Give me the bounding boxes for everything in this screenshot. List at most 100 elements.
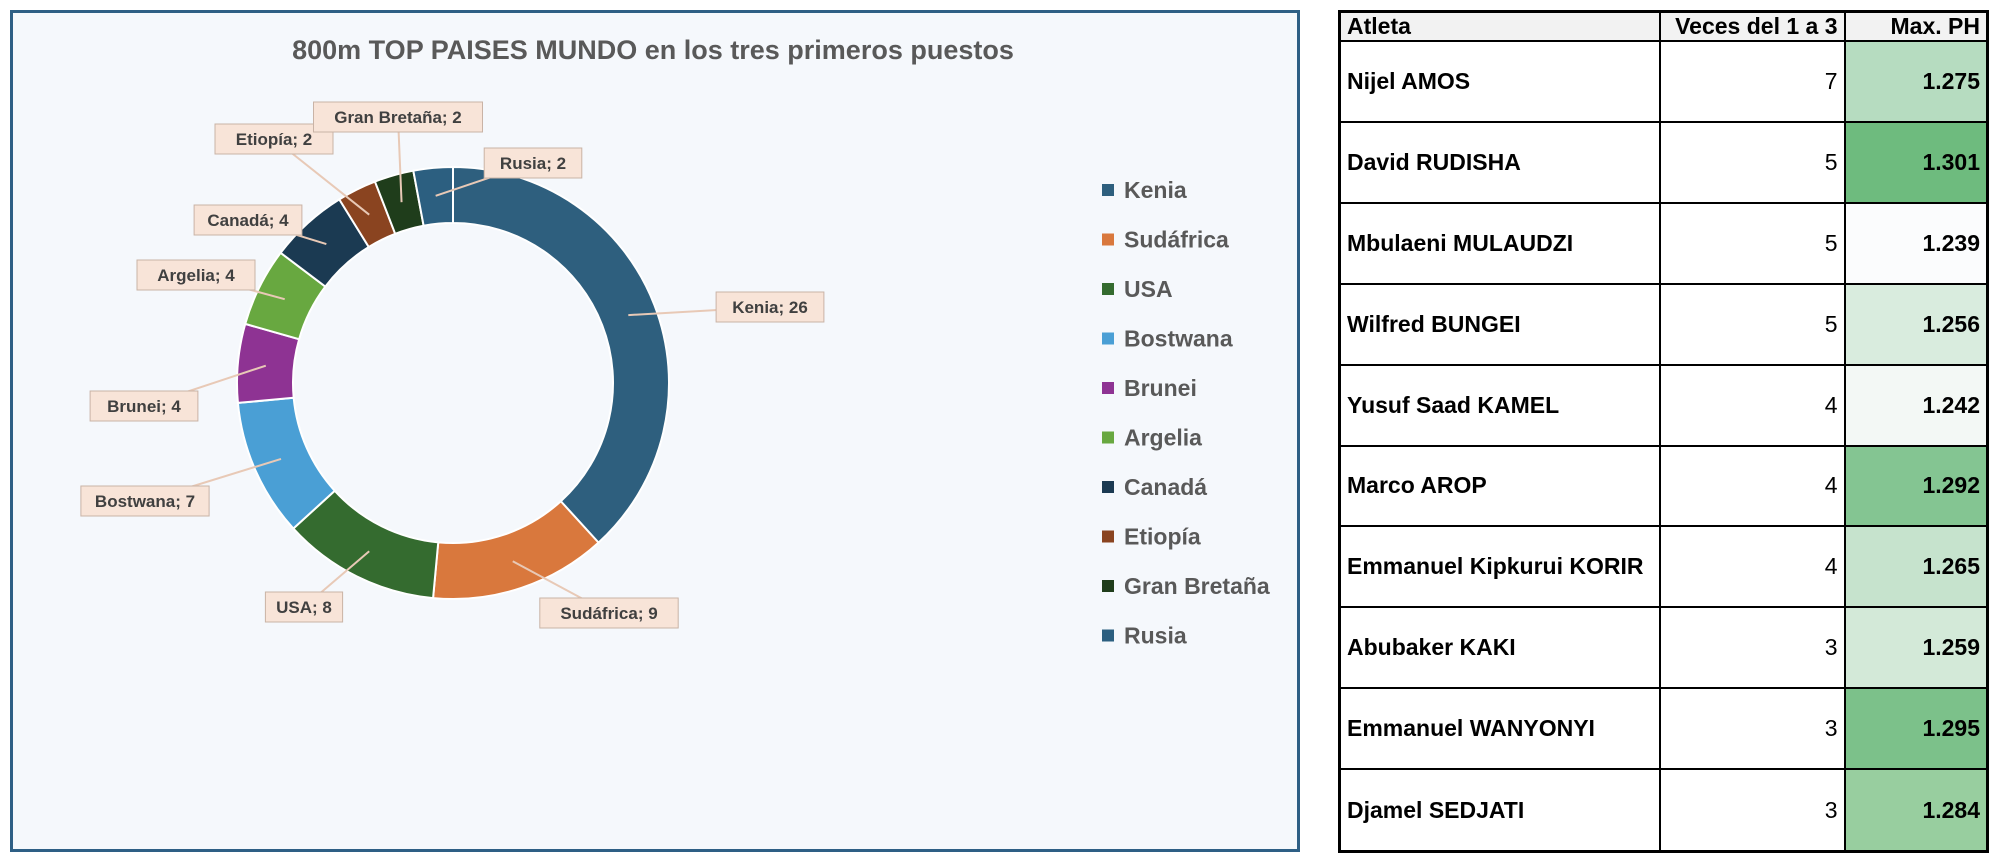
legend-swatch [1102, 332, 1114, 345]
header-max-ph: Max. PH [1843, 10, 1989, 42]
data-label-text: Brunei; 4 [107, 397, 181, 416]
legend-item: Sudáfrica [1124, 227, 1229, 253]
data-label-text: Argelia; 4 [157, 266, 235, 285]
legend-swatch [1102, 580, 1114, 592]
athlete-name: Marco AROP [1338, 444, 1661, 528]
max-ph: 1.284 [1843, 768, 1989, 853]
athlete-table: Atleta Veces del 1 a 3 Max. PH Nijel AMO… [1338, 10, 1989, 853]
legend-swatch [1102, 233, 1114, 246]
podium-count: 5 [1658, 120, 1846, 204]
data-label-box [715, 291, 825, 323]
athlete-name: Yusuf Saad KAMEL [1338, 363, 1661, 447]
chart-panel: 800m TOP PAISES MUNDO en los tres primer… [10, 10, 1300, 852]
data-label-text: Canadá; 4 [207, 211, 289, 230]
data-label-box [136, 259, 256, 291]
legend-swatch [1102, 481, 1114, 493]
data-label-text: Sudáfrica; 9 [560, 604, 657, 623]
legend-swatch [1102, 283, 1114, 295]
data-label-text: Gran Bretaña; 2 [334, 108, 462, 127]
slice-kenia [452, 165, 670, 545]
header-veces: Veces del 1 a 3 [1658, 10, 1846, 42]
podium-count: 4 [1658, 363, 1846, 447]
max-ph: 1.301 [1843, 120, 1989, 204]
max-ph: 1.259 [1843, 606, 1989, 690]
max-ph: 1.256 [1843, 282, 1989, 366]
legend-item: Kenia [1124, 177, 1187, 203]
legend-item: Gran Bretaña [1124, 573, 1270, 599]
donut-chart: 800m TOP PAISES MUNDO en los tres primer… [80, 35, 1270, 649]
slice-rusia [412, 165, 454, 227]
data-label-text: Etiopía; 2 [236, 130, 313, 149]
legend-swatch [1102, 431, 1114, 444]
data-label: Brunei; 4 [89, 390, 199, 422]
data-label: USA; 8 [264, 591, 344, 623]
max-ph: 1.292 [1843, 444, 1989, 528]
data-label-box [264, 591, 344, 623]
chart-title: 800m TOP PAISES MUNDO en los tres primer… [292, 35, 1014, 65]
data-label-box [539, 597, 679, 629]
legend-item: USA [1124, 276, 1173, 302]
podium-count: 3 [1658, 768, 1846, 853]
max-ph: 1.242 [1843, 363, 1989, 447]
data-label: Etiopía; 2 [214, 123, 334, 155]
header-atleta: Atleta [1338, 10, 1661, 42]
table-row: Yusuf Saad KAMEL 4 1.242 [1338, 363, 1989, 447]
table-row: Djamel SEDJATI 3 1.284 [1338, 768, 1989, 853]
table-row: Mbulaeni MULAUDZI 5 1.239 [1338, 201, 1989, 285]
legend-swatch [1102, 629, 1114, 642]
table-row: David RUDISHA 5 1.301 [1338, 120, 1989, 204]
data-label-text: Rusia; 2 [500, 154, 566, 173]
athlete-name: Nijel AMOS [1338, 40, 1661, 123]
table-row: Emmanuel Kipkurui KORIR 4 1.265 [1338, 525, 1989, 609]
athlete-name: Wilfred BUNGEI [1338, 282, 1661, 366]
table-row: Wilfred BUNGEI 5 1.256 [1338, 282, 1989, 366]
podium-count: 4 [1658, 525, 1846, 609]
data-label: Canadá; 4 [193, 204, 303, 236]
data-label: Sudáfrica; 9 [539, 597, 679, 629]
athlete-name: Mbulaeni MULAUDZI [1338, 201, 1661, 285]
table-row: Abubaker KAKI 3 1.259 [1338, 606, 1989, 690]
legend-item: Rusia [1124, 623, 1187, 649]
legend-item: Bostwana [1124, 326, 1233, 352]
table-header-row: Atleta Veces del 1 a 3 Max. PH [1338, 10, 1989, 42]
max-ph: 1.275 [1843, 40, 1989, 123]
legend-item: Argelia [1124, 425, 1202, 451]
data-label: Bostwana; 7 [80, 485, 210, 517]
max-ph: 1.239 [1843, 201, 1989, 285]
data-label-box [80, 485, 210, 517]
athlete-name: Djamel SEDJATI [1338, 768, 1661, 853]
podium-count: 3 [1658, 606, 1846, 690]
podium-count: 3 [1658, 687, 1846, 771]
legend-item: Brunei [1124, 375, 1197, 401]
athlete-name: David RUDISHA [1338, 120, 1661, 204]
data-label-text: USA; 8 [276, 598, 332, 617]
podium-count: 7 [1658, 40, 1846, 123]
data-label: Rusia; 2 [483, 147, 583, 179]
athlete-name: Emmanuel WANYONYI [1338, 687, 1661, 771]
legend-item: Canadá [1124, 474, 1207, 500]
legend-swatch [1102, 530, 1114, 543]
podium-count: 4 [1658, 444, 1846, 528]
athlete-name: Abubaker KAKI [1338, 606, 1661, 690]
table-row: Nijel AMOS 7 1.275 [1338, 40, 1989, 123]
table-row: Emmanuel WANYONYI 3 1.295 [1338, 687, 1989, 771]
podium-count: 5 [1658, 282, 1846, 366]
data-label-box [89, 390, 199, 422]
slice-sudáfrica [431, 499, 600, 600]
data-label: Gran Bretaña; 2 [313, 101, 483, 133]
legend-swatch [1102, 382, 1114, 394]
max-ph: 1.295 [1843, 687, 1989, 771]
data-label: Argelia; 4 [136, 259, 256, 291]
athlete-name: Emmanuel Kipkurui KORIR [1338, 525, 1661, 609]
data-label-box [313, 101, 483, 133]
legend-item: Etiopía [1124, 524, 1201, 550]
data-label-box [483, 147, 583, 179]
podium-count: 5 [1658, 201, 1846, 285]
data-label-text: Kenia; 26 [732, 298, 808, 317]
table-row: Marco AROP 4 1.292 [1338, 444, 1989, 528]
data-label-text: Bostwana; 7 [95, 492, 195, 511]
max-ph: 1.265 [1843, 525, 1989, 609]
legend-swatch [1102, 184, 1114, 196]
data-label-box [193, 204, 303, 236]
data-label: Kenia; 26 [715, 291, 825, 323]
